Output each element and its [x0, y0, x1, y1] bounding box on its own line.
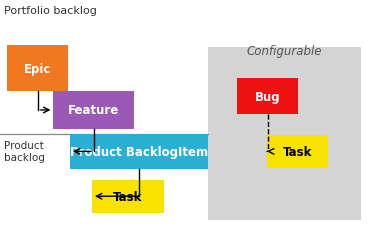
Text: Bug: Bug: [255, 90, 280, 103]
Bar: [7, 46, 68, 92]
Bar: [208, 48, 361, 220]
Text: Product BacklogItem: Product BacklogItem: [70, 145, 208, 158]
Bar: [53, 92, 134, 129]
Text: Portfolio backlog: Portfolio backlog: [4, 6, 96, 16]
Text: Task: Task: [283, 145, 312, 158]
Text: Configurable: Configurable: [246, 45, 322, 58]
Bar: [70, 134, 208, 169]
Text: Product
backlog: Product backlog: [4, 141, 45, 162]
Bar: [92, 180, 164, 213]
Bar: [267, 135, 328, 168]
Text: Task: Task: [113, 190, 142, 203]
Text: Epic: Epic: [24, 62, 52, 75]
Text: Feature: Feature: [68, 104, 120, 117]
Bar: [237, 79, 298, 114]
